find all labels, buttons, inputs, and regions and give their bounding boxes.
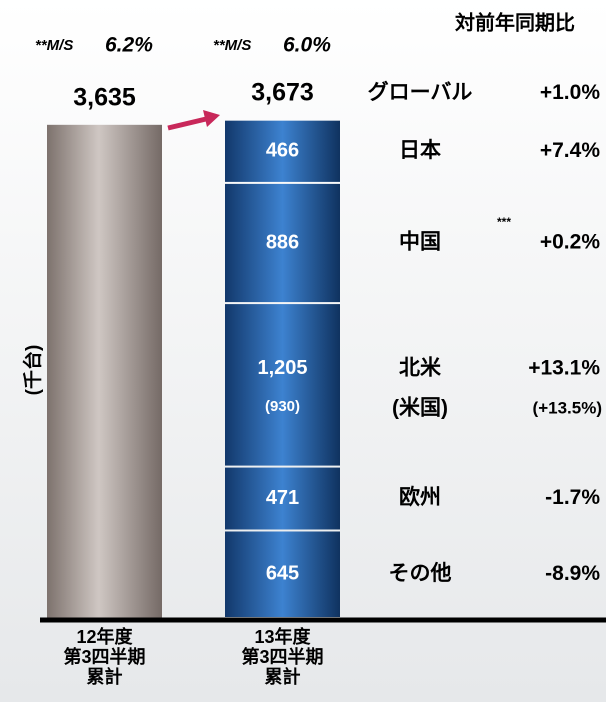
region-change: +7.4% xyxy=(540,139,600,162)
x-tick-label: 累計 xyxy=(87,666,123,687)
arrow-head xyxy=(203,110,220,127)
region-name: 中国 xyxy=(399,231,441,254)
x-tick-label: 13年度 xyxy=(254,626,311,647)
bar-segment xyxy=(225,531,340,617)
x-tick-label: 累計 xyxy=(265,666,301,687)
region-name: 北米 xyxy=(399,356,442,379)
arrow xyxy=(167,116,207,131)
total-name: グローバル xyxy=(368,80,473,104)
region-change: -8.9% xyxy=(545,562,600,585)
annotation-prefix: **M/S xyxy=(213,37,251,54)
x-tick-label: 12年度 xyxy=(76,626,133,647)
region-subchange: (+13.5%) xyxy=(533,398,602,417)
segment-label: 886 xyxy=(266,231,299,253)
region-name: 欧州 xyxy=(399,485,441,509)
total-label: 3,673 xyxy=(251,78,314,106)
segment-label: 645 xyxy=(266,563,299,585)
bar-segment xyxy=(225,120,340,182)
region-change: +0.2% xyxy=(540,231,600,254)
region-subname: (米国) xyxy=(392,396,448,419)
x-tick-label: 第3四半期 xyxy=(63,646,145,667)
total-label: 3,635 xyxy=(73,83,136,111)
bar-segment xyxy=(225,304,340,466)
header: 対前年同期比 xyxy=(454,10,575,34)
y-axis-label: (千台) xyxy=(21,345,44,396)
bar-segment xyxy=(225,467,340,530)
region-change: +13.1% xyxy=(528,356,600,379)
region-name: その他 xyxy=(389,562,452,585)
region-change: -1.7% xyxy=(545,486,600,509)
bar-segment xyxy=(225,183,340,303)
x-tick-label: 第3四半期 xyxy=(241,646,323,667)
annotation-prefix: **M/S xyxy=(35,37,73,54)
segment-label: 466 xyxy=(266,140,299,162)
note: *** xyxy=(497,215,511,229)
total-change: +1.0% xyxy=(540,81,600,104)
segment-label: 471 xyxy=(266,487,299,509)
segment-label: 1,205 xyxy=(257,357,307,379)
annotation-value: 6.2% xyxy=(105,34,153,57)
segment-sublabel: (930) xyxy=(265,398,300,415)
region-name: 日本 xyxy=(399,139,441,162)
annotation-value: 6.0% xyxy=(283,34,331,57)
bar xyxy=(47,124,162,619)
